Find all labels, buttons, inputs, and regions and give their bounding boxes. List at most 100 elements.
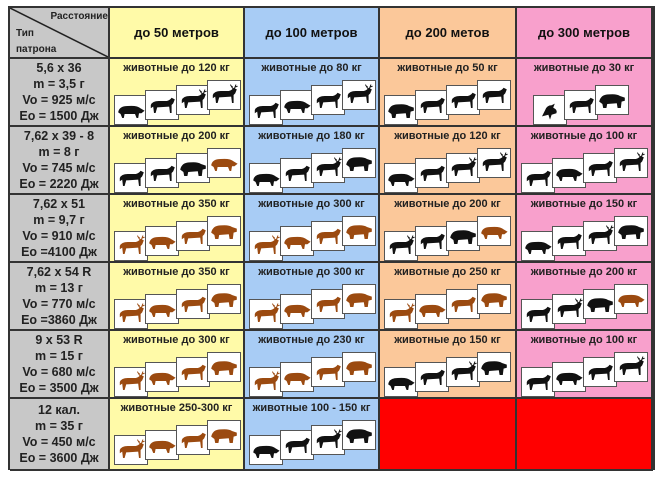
deer-icon xyxy=(285,437,310,453)
table-cell: животные до 180 кг xyxy=(245,127,380,195)
animal-card xyxy=(595,85,629,115)
weight-label: животные 100 - 150 кг xyxy=(252,402,371,414)
table-cell: животные до 120 кг xyxy=(380,127,517,195)
animal-card xyxy=(176,289,210,319)
animal-card xyxy=(311,85,345,115)
deer-icon xyxy=(285,165,310,181)
column-header-3: до 200 метов xyxy=(380,8,517,59)
weight-label: животные до 200 кг xyxy=(530,266,638,278)
cartridge-header: патрона xyxy=(16,44,57,55)
weight-label: животные до 100 кг xyxy=(530,334,638,346)
weight-label: животные до 50 кг xyxy=(397,62,498,74)
animal-card xyxy=(114,231,148,261)
animal-card xyxy=(114,435,148,465)
table-cell: животные до 100 кг xyxy=(517,331,653,399)
animal-card xyxy=(583,153,617,183)
moose-icon xyxy=(316,157,342,176)
animal-card xyxy=(114,163,148,193)
deer-icon xyxy=(316,296,341,312)
cartridge-param: Eo = 2220 Дж xyxy=(19,177,99,191)
column-header-4: до 300 метров xyxy=(517,8,653,59)
animal-card xyxy=(249,231,283,261)
cartridge-param: Vo = 745 м/с xyxy=(22,161,96,175)
animal-card xyxy=(311,221,345,251)
animal-card xyxy=(415,226,449,256)
wolf-icon xyxy=(526,374,551,390)
deer-icon xyxy=(588,160,613,176)
animal-card xyxy=(446,357,480,387)
cartridge-param: m = 3,5 г xyxy=(33,77,85,91)
animal-card xyxy=(614,216,648,246)
cartridge-param: Eo = 3500 Дж xyxy=(19,381,99,395)
ballistics-table: Расстояние Тип патрона до 50 метров до 10… xyxy=(8,6,655,471)
moose-icon xyxy=(254,303,280,322)
bear-icon xyxy=(450,230,476,244)
animal-card xyxy=(552,226,586,256)
reindeer-icon xyxy=(619,152,645,171)
moose-icon xyxy=(451,361,477,380)
cartridge-param: m = 13 г xyxy=(35,281,83,295)
animal-card xyxy=(280,362,314,392)
animal-card xyxy=(114,95,148,125)
bear-icon xyxy=(618,225,644,239)
table-cell: животные до 300 кг xyxy=(110,331,245,399)
bear-icon xyxy=(180,162,206,176)
bear-icon xyxy=(587,298,613,312)
weight-label: животные до 350 кг xyxy=(123,198,230,210)
cartridge-param: Vo = 450 м/с xyxy=(22,435,96,449)
animal-card xyxy=(280,294,314,324)
deer-icon xyxy=(181,432,206,448)
deer-icon xyxy=(557,233,582,249)
animal-card xyxy=(446,221,480,251)
animal-card xyxy=(521,299,555,329)
bear-icon xyxy=(481,293,507,307)
animal-card xyxy=(552,362,586,392)
deer-icon xyxy=(420,369,445,385)
cartridge-param: m = 8 г xyxy=(38,145,80,159)
weight-label: животные до 150 кг xyxy=(394,334,501,346)
boar-icon xyxy=(253,445,280,458)
moose-icon xyxy=(212,84,238,103)
cartridge-name: 7,62 x 39 - 8 xyxy=(23,129,95,143)
table-cell: животные до 200 кг xyxy=(380,195,517,263)
animal-card xyxy=(249,95,283,125)
animal-card xyxy=(384,367,418,397)
wolf-icon xyxy=(451,92,476,108)
animal-card xyxy=(311,425,345,455)
table-cell xyxy=(517,399,653,471)
animal-card xyxy=(176,85,210,115)
moose-icon xyxy=(482,152,508,171)
boar-icon xyxy=(525,241,552,254)
animal-card xyxy=(384,95,418,125)
animal-card xyxy=(145,90,179,120)
deer-icon xyxy=(420,165,445,181)
cartridge-param: Vo = 680 м/с xyxy=(22,365,96,379)
boar-icon xyxy=(556,168,583,181)
animal-card xyxy=(207,284,241,314)
bear-icon xyxy=(211,293,237,307)
table-cell: животные до 250 кг xyxy=(380,263,517,331)
weight-label: животные до 120 кг xyxy=(394,130,501,142)
animal-card xyxy=(249,435,283,465)
animal-card xyxy=(415,362,449,392)
boar-icon xyxy=(388,377,415,390)
wolf-icon xyxy=(254,102,279,118)
animal-card xyxy=(249,163,283,193)
animal-card xyxy=(614,148,648,178)
fox-icon xyxy=(420,97,445,113)
bear-icon xyxy=(346,361,372,375)
animal-card xyxy=(176,357,210,387)
animal-card xyxy=(176,221,210,251)
animal-card xyxy=(384,231,418,261)
weight-label: животные до 200 кг xyxy=(394,198,501,210)
animal-card xyxy=(114,299,148,329)
table-cell: животные 100 - 150 кг xyxy=(245,399,380,471)
animal-card xyxy=(145,430,179,460)
cartridge-param: Vo = 925 м/с xyxy=(22,93,96,107)
cartridge-cell: 9 x 53 R m = 15 г Vo = 680 м/с Eo = 3500 Дж xyxy=(10,331,110,399)
distance-header: Расстояние xyxy=(50,11,108,22)
cartridge-name: 5,6 x 36 xyxy=(36,61,82,75)
bear-icon xyxy=(211,429,237,443)
deer-icon xyxy=(181,296,206,312)
table-cell xyxy=(380,399,517,471)
